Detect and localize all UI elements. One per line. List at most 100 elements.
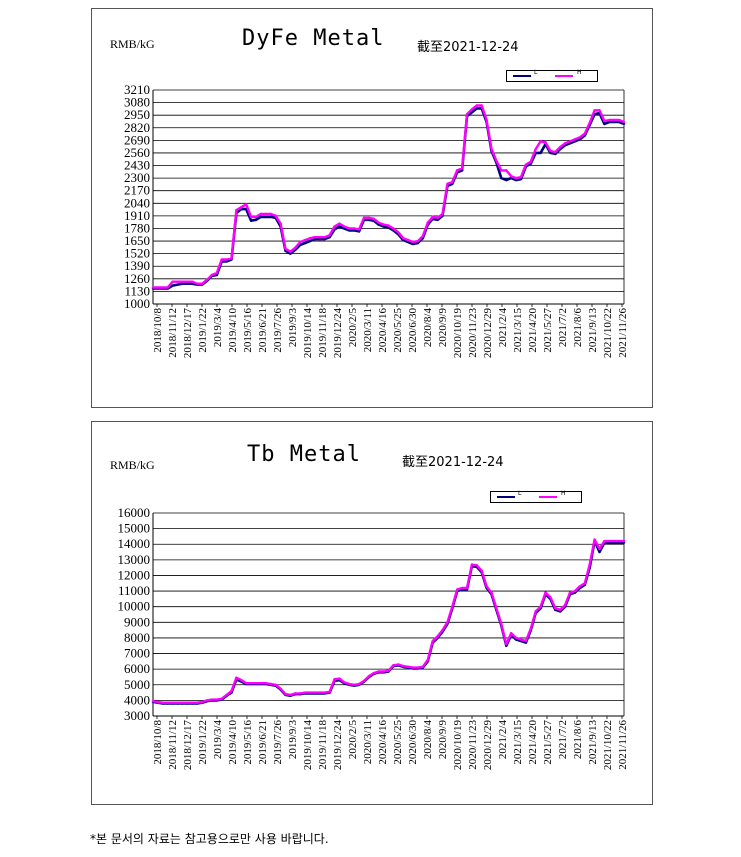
data-point-h — [348, 227, 351, 230]
data-point-h — [544, 141, 547, 144]
data-point-h — [254, 215, 258, 219]
data-point-h — [367, 674, 371, 678]
y-tick-label: 5000 — [124, 677, 150, 692]
data-point-h — [357, 228, 361, 231]
x-tick-label: 2021/4/20 — [527, 308, 539, 353]
data-point-h — [161, 286, 165, 289]
data-point-h — [338, 677, 341, 680]
x-tick-label: 2021/2/4 — [497, 308, 509, 348]
data-point-h — [421, 235, 425, 238]
data-point-h — [200, 700, 204, 704]
x-tick-label: 2019/11/18 — [317, 308, 329, 358]
data-point-l — [505, 178, 508, 182]
x-tick-label: 2021/4/20 — [527, 720, 539, 765]
data-point-l — [612, 120, 616, 124]
data-point-h — [195, 282, 199, 285]
data-point-h — [176, 280, 179, 283]
data-point-h — [451, 605, 454, 608]
data-point-h — [362, 679, 366, 683]
x-tick-label: 2021/5/27 — [542, 308, 554, 353]
data-point-h — [578, 585, 582, 588]
data-point-h — [617, 539, 621, 543]
data-point-l — [225, 260, 228, 263]
y-tick-label: 9000 — [124, 614, 150, 629]
data-point-h — [426, 658, 429, 661]
data-point-h — [171, 280, 174, 283]
data-point-h — [549, 149, 552, 153]
data-point-h — [509, 632, 513, 635]
data-point-h — [186, 280, 189, 283]
y-tick-label: 1650 — [124, 233, 150, 248]
x-tick-label: 2021/9/13 — [587, 308, 599, 353]
data-point-h — [151, 286, 155, 289]
x-tick-label: 2020/2/5 — [347, 720, 359, 760]
data-point-h — [455, 169, 459, 172]
data-point-h — [181, 701, 184, 704]
x-tick-label: 2020/6/30 — [407, 308, 419, 353]
data-point-h — [323, 691, 326, 694]
y-tick-label: 16000 — [118, 505, 151, 520]
data-point-h — [519, 175, 523, 179]
data-point-h — [480, 104, 483, 107]
data-point-h — [617, 118, 621, 122]
legend-label-h: H — [561, 490, 566, 497]
data-point-h — [259, 682, 263, 685]
data-point-h — [186, 701, 189, 704]
data-point-h — [318, 691, 322, 694]
data-point-h — [451, 180, 454, 184]
data-point-h — [500, 169, 503, 172]
x-tick-label: 2020/3/11 — [362, 308, 374, 352]
data-point-h — [455, 588, 459, 591]
x-tick-label: 2019/5/16 — [242, 308, 254, 353]
x-tick-label: 2019/6/21 — [257, 308, 269, 353]
y-tick-label: 1260 — [124, 271, 150, 286]
x-tick-label: 2019/11/18 — [317, 720, 329, 770]
data-point-h — [622, 539, 626, 543]
chart-panel-tb: RMB/kG Tb Metal 截至2021-12-24 L H 3000 400… — [91, 421, 653, 805]
data-point-l — [411, 242, 415, 246]
data-point-h — [411, 666, 415, 669]
data-point-h — [259, 212, 263, 216]
data-point-h — [166, 701, 169, 704]
data-point-h — [313, 235, 317, 239]
y-tick-label: 15000 — [118, 521, 151, 536]
data-point-h — [382, 223, 385, 226]
x-tick-label: 2019/9/3 — [287, 308, 299, 348]
chart-title: DyFe Metal — [242, 26, 385, 51]
data-point-l — [598, 550, 601, 554]
data-point-l — [176, 283, 179, 286]
data-point-h — [598, 109, 601, 112]
data-point-h — [460, 586, 464, 590]
data-point-h — [289, 693, 292, 697]
data-point-h — [245, 203, 248, 206]
data-point-h — [279, 222, 282, 225]
data-point-h — [505, 642, 508, 646]
data-point-h — [352, 683, 356, 686]
x-tick-label: 2021/5/27 — [542, 720, 554, 765]
data-point-h — [249, 682, 253, 685]
data-point-l — [259, 215, 263, 219]
legend-swatch-h — [555, 75, 573, 77]
x-tick-label: 2020/10/19 — [452, 720, 464, 771]
x-tick-label: 2019/4/10 — [227, 720, 239, 765]
x-tick-label: 2020/9/9 — [437, 308, 449, 348]
y-tick-label: 2820 — [124, 120, 150, 135]
data-point-h — [284, 247, 287, 251]
data-point-h — [343, 225, 346, 228]
series-line-l — [153, 107, 625, 290]
data-point-h — [333, 678, 336, 681]
x-tick-label: 2021/8/6 — [572, 720, 584, 760]
data-point-h — [298, 692, 302, 695]
data-point-h — [303, 691, 307, 694]
as-of-date: 截至2021-12-24 — [402, 455, 504, 470]
data-point-h — [249, 215, 253, 219]
data-point-h — [563, 603, 567, 607]
tb-plot: 3000400050006000700080009000100001100012… — [118, 505, 630, 771]
x-tick-label: 2020/12/29 — [482, 720, 494, 771]
chart-title: Tb Metal — [247, 442, 361, 467]
x-tick-label: 2020/5/25 — [392, 720, 404, 765]
x-tick-label: 2019/10/14 — [302, 308, 314, 359]
y-tick-label: 2430 — [124, 158, 150, 173]
x-tick-label: 2020/4/16 — [377, 308, 389, 353]
legend-swatch-h — [539, 496, 557, 498]
